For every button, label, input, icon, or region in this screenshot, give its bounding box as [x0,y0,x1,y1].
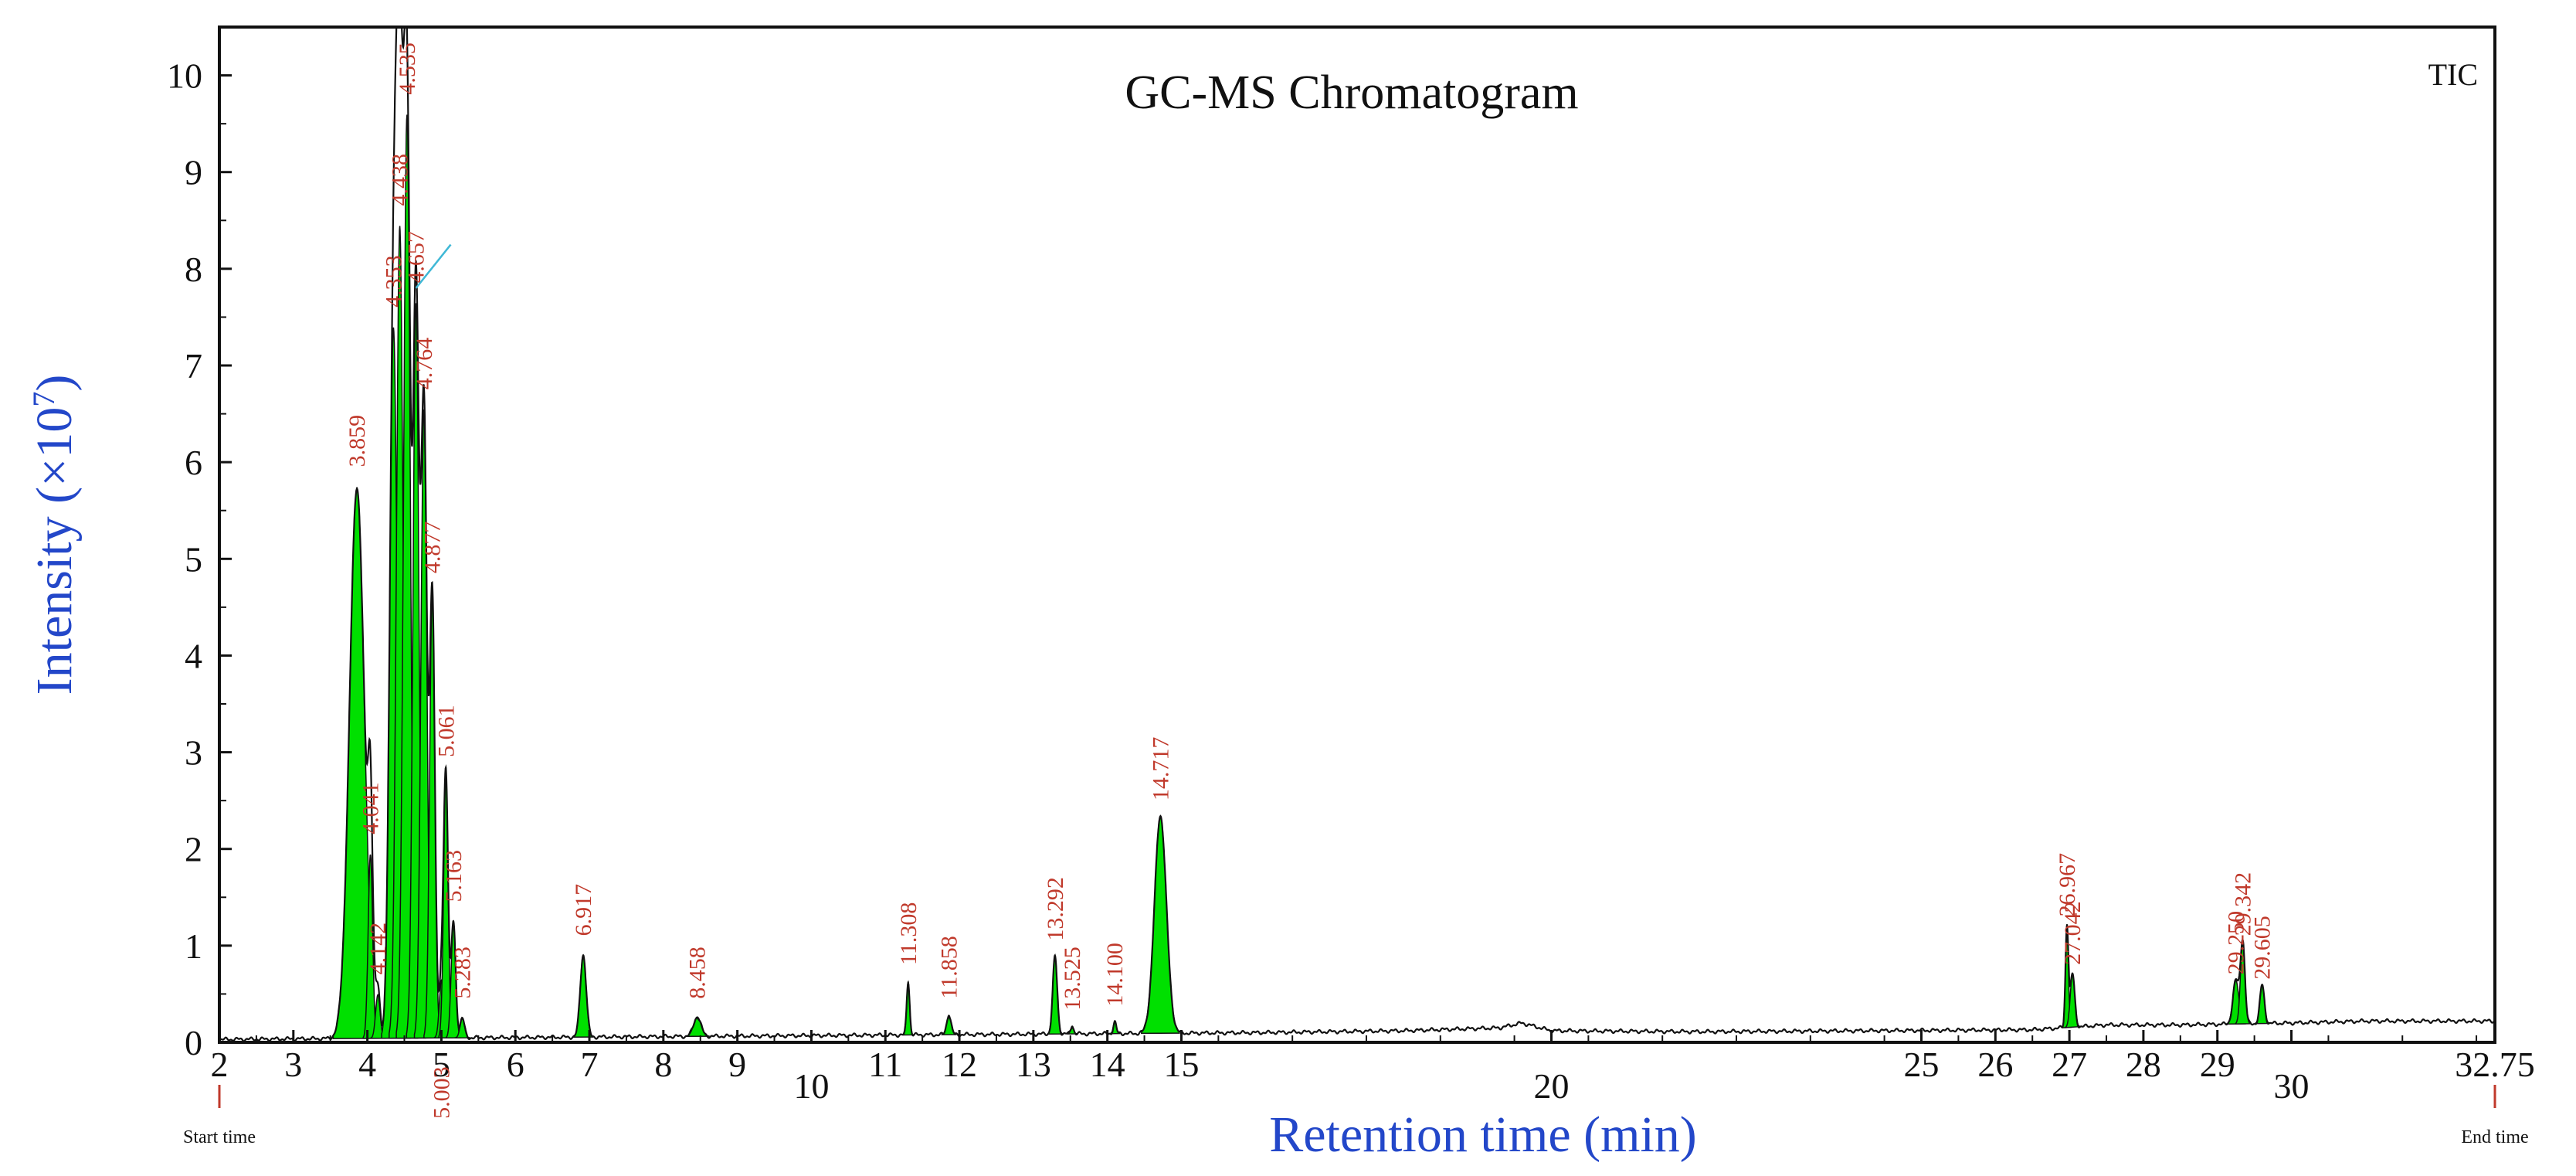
peak-label-11.308: 11.308 [896,902,921,965]
peak-label-layer: 3.859 4.041 4.142 4.353 4.438 4.535 4.657 4.764… [344,42,2276,1119]
time-marker-layer: Start time End time [183,1085,2529,1147]
peak-label-3.859: 3.859 [344,415,370,467]
y-tick-label: 10 [167,56,202,96]
peak-label-13.292: 13.292 [1043,877,1068,941]
x-tick-label: 10 [793,1066,829,1106]
peak-label-29.605: 29.605 [2250,916,2276,980]
y-axis-title-close: ) [26,375,83,392]
x-tick-label: 9 [728,1045,746,1084]
x-tick-label: 32.75 [2455,1045,2535,1084]
peak-label-13.525: 13.525 [1060,947,1085,1011]
x-tick-label: 26 [1977,1045,2013,1084]
peak-label-4.041: 4.041 [358,782,384,834]
peak-label-14.100: 14.100 [1102,943,1128,1007]
x-tick-label: 6 [507,1045,524,1084]
x-tick-label: 5 [433,1045,450,1084]
y-tick-label: 9 [185,153,202,192]
x-tick-label: 3 [284,1045,302,1084]
x-axis: 2 3 4 5 6 7 8 9 10 11 12 13 14 15 20 25 26 27 28 29 30 32.75 [211,1030,2535,1106]
end-time-label: End time [2461,1127,2528,1147]
peak-label-4.535: 4.535 [395,42,420,95]
peak-label-5.163: 5.163 [441,850,467,902]
x-tick-label: 20 [1533,1066,1569,1106]
y-tick-label: 8 [185,250,202,289]
x-tick-label: 29 [2200,1045,2235,1084]
y-tick-label: 1 [185,926,202,966]
peak-label-26.967: 26.967 [2055,853,2080,917]
y-tick-label: 0 [185,1023,202,1062]
y-tick-label: 7 [185,346,202,386]
peak-label-29.250: 29.250 [2224,911,2249,975]
x-axis-title: Retention time (min) [1269,1106,1697,1163]
peak-label-14.717: 14.717 [1148,737,1173,801]
peak-leader-line [415,243,452,289]
trace-label: TIC [2428,57,2478,92]
y-axis-title-main: Intensity (×10 [26,407,83,695]
x-tick-label: 25 [1904,1045,1940,1084]
x-tick-label: 7 [581,1045,599,1084]
x-tick-label: 8 [654,1045,672,1084]
y-tick-label: 2 [185,830,202,869]
peak-label-29.342: 29.342 [2231,872,2256,936]
peak-label-27.042: 27.042 [2060,901,2086,965]
y-tick-label: 3 [185,733,202,773]
trace-layer [219,25,2496,1042]
y-tick-label: 5 [185,539,202,579]
x-tick-label: 27 [2052,1045,2087,1084]
peak-label-11.858: 11.858 [936,936,962,998]
peak-label-4.142: 4.142 [365,923,391,975]
tic-trace [219,25,2496,1042]
x-tick-label: 11 [868,1045,902,1084]
peak-label-8.458: 8.458 [685,947,711,999]
y-tick-label: 6 [185,443,202,482]
peak-label-4.438: 4.438 [388,154,413,206]
peak-label-6.917: 6.917 [571,884,596,936]
y-axis-title-exponent: 7 [26,392,61,407]
chart-title: GC-MS Chromatogram [1125,66,1578,119]
x-tick-label: 4 [358,1045,376,1084]
x-tick-label: 28 [2126,1045,2161,1084]
y-axis-title: Intensity (×107) [26,375,83,695]
start-time-label: Start time [183,1127,256,1147]
x-tick-label: 15 [1163,1045,1199,1084]
peak-label-4.764: 4.764 [412,338,437,390]
peak-label-4.657: 4.657 [404,231,429,284]
x-tick-label: 30 [2274,1066,2310,1106]
x-tick-label: 14 [1090,1045,1125,1084]
y-axis: 0 1 2 3 4 5 6 7 8 9 10 [167,56,232,1062]
peak-label-5.283: 5.283 [450,947,475,999]
peak-label-5.003: 5.003 [429,1066,455,1119]
peak-label-4.877: 4.877 [420,522,446,574]
y-tick-label: 4 [185,636,202,675]
plot-frame [218,25,2496,1044]
peak-label-5.061: 5.061 [433,705,459,757]
x-tick-label: 13 [1016,1045,1051,1084]
x-tick-label: 2 [211,1045,229,1084]
peak-label-4.353: 4.353 [381,255,406,308]
x-tick-label: 12 [942,1045,977,1084]
